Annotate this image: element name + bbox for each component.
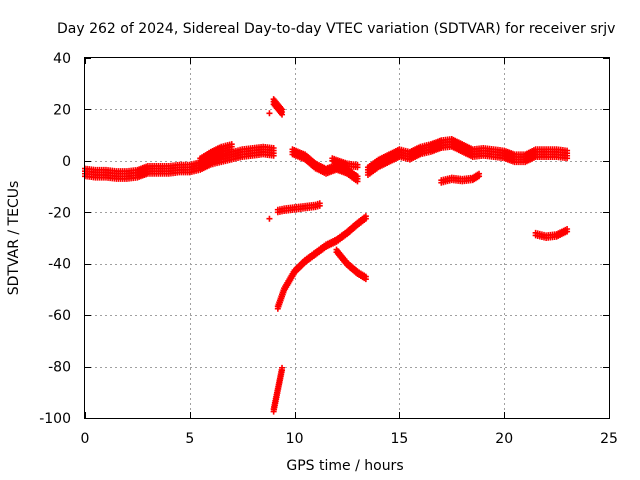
- data-series-segment: [270, 96, 286, 118]
- data-point: [354, 161, 361, 168]
- data-series-segment: [197, 141, 235, 172]
- data-point: [270, 145, 277, 151]
- data-series-segment: [266, 215, 273, 222]
- data-point: [266, 215, 273, 222]
- chart-title: Day 262 of 2024, Sidereal Day-to-day VTE…: [57, 21, 615, 37]
- data-point: [476, 170, 483, 177]
- data-series-segment: [532, 226, 571, 241]
- data-point: [362, 273, 369, 280]
- axis-ticks: [85, 58, 610, 419]
- y-tick-label: -40: [48, 257, 71, 273]
- y-tick-label: -60: [48, 308, 71, 324]
- x-tick-label: 0: [81, 431, 90, 447]
- data-point: [564, 226, 571, 232]
- data-series-segment: [289, 146, 361, 185]
- x-tick-label: 5: [185, 431, 194, 447]
- data-points: [82, 96, 571, 415]
- y-tick-label: 20: [53, 102, 71, 118]
- y-axis-label: SDTVAR / TECUs: [6, 181, 22, 296]
- plot-frame: [84, 57, 610, 419]
- y-tick-label: 40: [53, 51, 71, 67]
- x-axis-label: GPS time / hours: [286, 458, 403, 474]
- data-series-segment: [270, 364, 286, 415]
- data-point: [279, 364, 286, 371]
- data-series-segment: [333, 246, 369, 283]
- grid: [85, 58, 609, 418]
- data-point: [354, 173, 361, 180]
- y-tick-label: -20: [48, 205, 71, 221]
- data-series-segment: [274, 200, 323, 216]
- data-point: [362, 213, 369, 220]
- data-point: [316, 200, 323, 207]
- data-series-segment: [82, 143, 277, 182]
- y-tick-label: -100: [39, 411, 71, 427]
- data-point: [564, 147, 571, 154]
- x-tick-label: 25: [600, 431, 618, 447]
- data-point: [266, 110, 273, 117]
- data-series-segment: [364, 136, 571, 178]
- data-series-segment: [329, 155, 361, 171]
- x-tick-label: 10: [286, 431, 304, 447]
- x-tick-labels: 0 5 10 15 20 25: [81, 431, 618, 447]
- data-point: [228, 141, 235, 148]
- y-tick-label: 0: [62, 154, 71, 170]
- data-series-segment: [266, 110, 273, 117]
- data-series-segment: [438, 170, 483, 186]
- x-tick-label: 20: [495, 431, 513, 447]
- data-series-segment: [274, 213, 369, 312]
- y-tick-labels: -100 -80 -60 -40 -20 0 20 40: [39, 51, 71, 427]
- x-tick-label: 15: [390, 431, 408, 447]
- data-point: [279, 106, 286, 113]
- y-tick-label: -80: [48, 360, 71, 376]
